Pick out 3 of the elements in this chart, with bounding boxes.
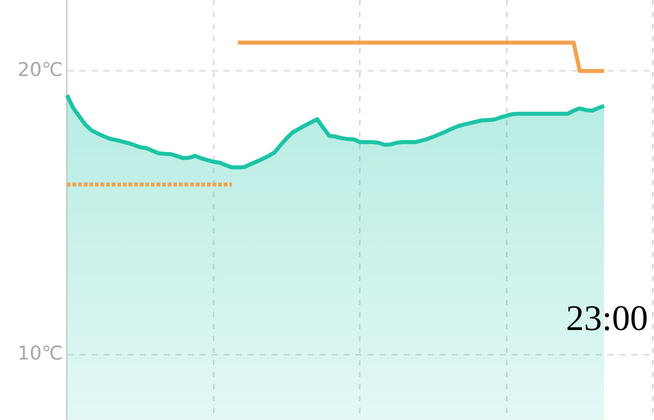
y-tick-label: 20℃	[17, 58, 63, 81]
y-tick-label: 10℃	[17, 342, 63, 365]
annotation: 23:00	[566, 298, 648, 338]
